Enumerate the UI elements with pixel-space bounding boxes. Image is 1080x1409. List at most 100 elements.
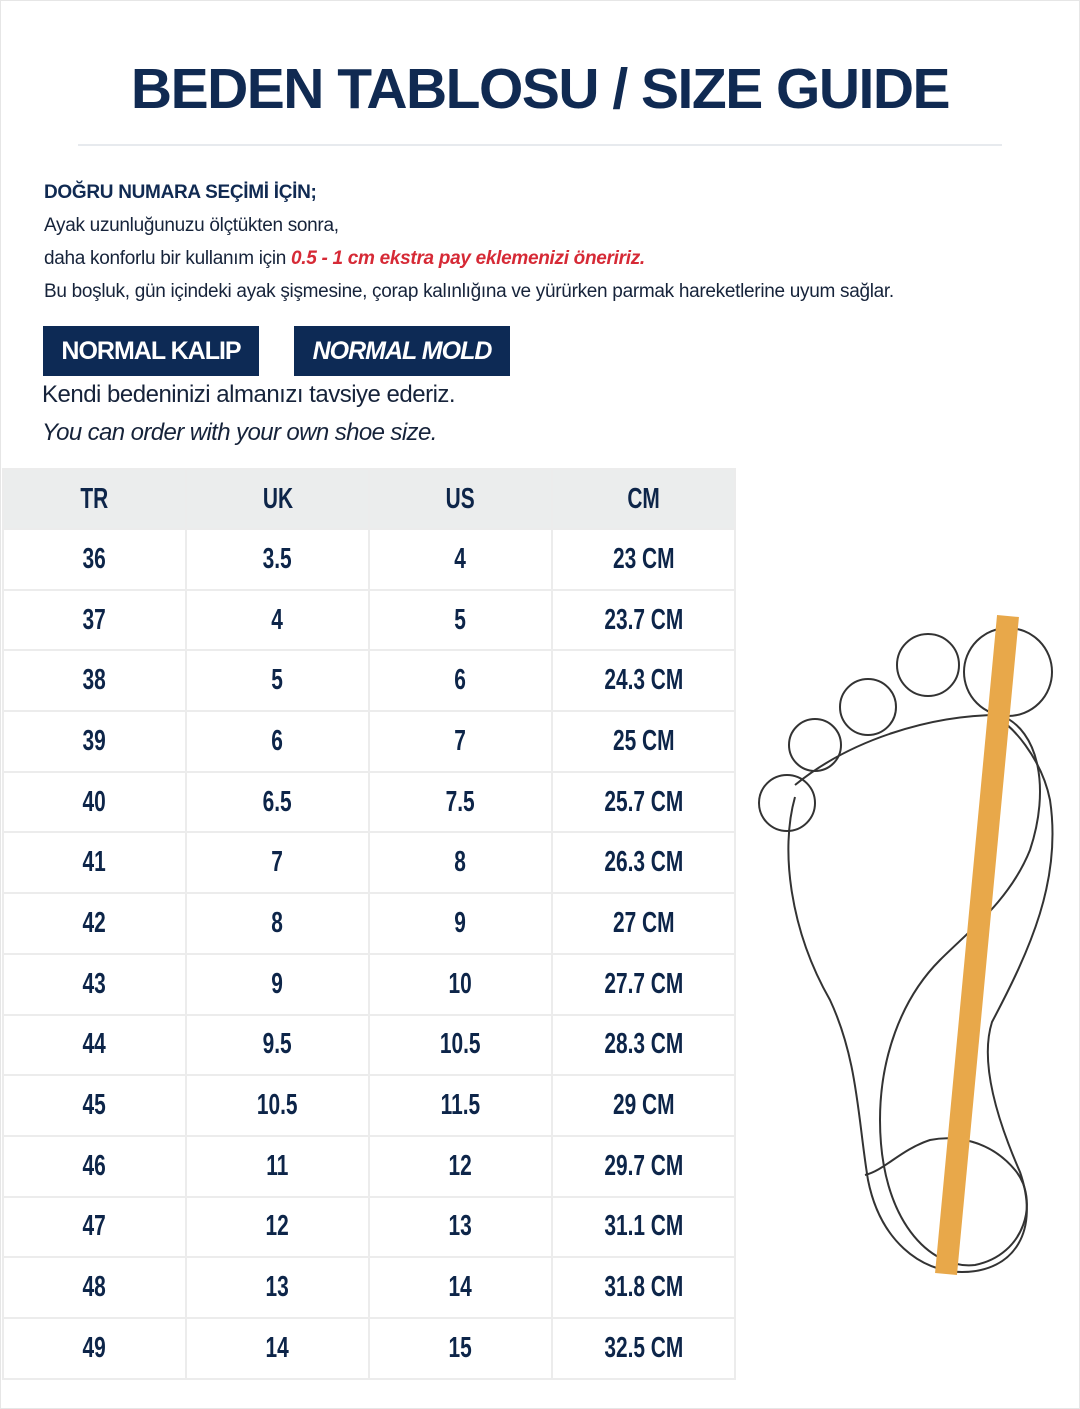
table-cell: 38 <box>2 649 187 713</box>
table-cell: 23.7 CM <box>551 588 736 652</box>
table-cell: 31.8 CM <box>551 1256 736 1319</box>
table-cell: 24.3 CM <box>551 649 736 713</box>
intro-text: DOĞRU NUMARA SEÇİMİ İÇİN; Ayak uzunluğun… <box>44 176 894 308</box>
header-label: CM <box>627 482 660 515</box>
table-cell: 15 <box>368 1316 553 1380</box>
cell-value: 9 <box>271 967 284 1000</box>
cell-value: 26.3 CM <box>604 846 683 879</box>
toe-3 <box>839 678 897 736</box>
table-cell: 13 <box>185 1256 370 1319</box>
table-row: 43 9 10 27.7 CM <box>2 952 736 1016</box>
cell-value: 13 <box>265 1271 290 1304</box>
cell-value: 15 <box>448 1331 473 1364</box>
table-cell: 45 <box>2 1074 187 1137</box>
table-row: 49 14 15 32.5 CM <box>2 1316 736 1380</box>
table-cell: 39 <box>2 710 187 773</box>
table-cell: 13 <box>368 1195 553 1259</box>
size-table: TR UK US CM 36 3.5 4 23 CM 37 4 5 23.7 CM 38 5 6 24.3 … <box>2 468 736 1380</box>
foot-outline <box>787 713 1054 1274</box>
toe-2 <box>896 633 960 697</box>
cell-value: 27.7 CM <box>604 967 683 1000</box>
table-cell: 7 <box>368 710 553 773</box>
cell-value: 6.5 <box>262 785 293 818</box>
cell-value: 47 <box>82 1210 107 1243</box>
badge-normal-mold: NORMAL MOLD <box>294 326 510 376</box>
table-cell: 9 <box>368 892 553 955</box>
cell-value: 25 CM <box>612 724 675 757</box>
cell-value: 24.3 CM <box>604 664 683 697</box>
table-cell: 7.5 <box>368 770 553 834</box>
table-row: 48 13 14 31.8 CM <box>2 1256 736 1319</box>
cell-value: 12 <box>448 1149 473 1182</box>
cell-value: 11 <box>266 1149 289 1182</box>
table-row: 47 12 13 31.1 CM <box>2 1195 736 1259</box>
table-cell: 10.5 <box>368 1013 553 1077</box>
recommendation-tr: Kendi bedeninizi almanızı tavsiye ederiz… <box>42 381 456 408</box>
cell-value: 6 <box>454 664 467 697</box>
recommendation-en: You can order with your own shoe size. <box>42 419 437 446</box>
table-cell: 9 <box>185 952 370 1016</box>
intro-highlight: 0.5 - 1 cm ekstra pay eklemenizi öneriri… <box>291 248 645 269</box>
table-cell: 5 <box>185 649 370 713</box>
cell-value: 10.5 <box>257 1089 298 1122</box>
intro-line2-prefix: daha konforlu bir kullanım için <box>44 248 292 269</box>
intro-heading: DOĞRU NUMARA SEÇİMİ İÇİN; <box>44 182 317 203</box>
table-cell: 27 CM <box>551 892 736 955</box>
table-row: 36 3.5 4 23 CM <box>2 528 736 591</box>
table-cell: 41 <box>2 831 187 895</box>
table-cell: 26.3 CM <box>551 831 736 895</box>
cell-value: 40 <box>82 785 107 818</box>
cell-value: 10 <box>448 967 473 1000</box>
cell-value: 29.7 CM <box>604 1149 683 1182</box>
cell-value: 31.8 CM <box>604 1271 683 1304</box>
cell-value: 4 <box>271 603 284 636</box>
header-label: US <box>445 482 475 515</box>
table-cell: 49 <box>2 1316 187 1380</box>
table-cell: 31.1 CM <box>551 1195 736 1259</box>
intro-line1: Ayak uzunluğunuzu ölçtükten sonra, <box>44 215 339 236</box>
table-cell: 44 <box>2 1013 187 1077</box>
cell-value: 23 CM <box>612 542 675 575</box>
column-header-tr: TR <box>2 468 187 530</box>
table-row: 45 10.5 11.5 29 CM <box>2 1074 736 1137</box>
table-cell: 3.5 <box>185 528 370 591</box>
table-row: 44 9.5 10.5 28.3 CM <box>2 1013 736 1077</box>
cell-value: 10.5 <box>440 1028 481 1061</box>
cell-value: 46 <box>82 1149 107 1182</box>
cell-value: 36 <box>82 542 107 575</box>
cell-value: 23.7 CM <box>604 603 683 636</box>
divider <box>78 144 1002 146</box>
cell-value: 11.5 <box>440 1089 481 1122</box>
cell-value: 6 <box>271 724 284 757</box>
table-cell: 12 <box>185 1195 370 1259</box>
table-cell: 25.7 CM <box>551 770 736 834</box>
table-cell: 23 CM <box>551 528 736 591</box>
badge-normal-kalip: NORMAL KALIP <box>43 326 259 376</box>
cell-value: 29 CM <box>612 1089 675 1122</box>
header-label: UK <box>262 482 293 515</box>
cell-value: 27 CM <box>612 906 675 939</box>
table-cell: 6 <box>368 649 553 713</box>
cell-value: 12 <box>265 1210 290 1243</box>
table-cell: 14 <box>185 1316 370 1380</box>
table-row: 40 6.5 7.5 25.7 CM <box>2 770 736 834</box>
toe-4 <box>788 718 842 772</box>
cell-value: 32.5 CM <box>604 1331 683 1364</box>
table-cell: 8 <box>368 831 553 895</box>
cell-value: 4 <box>454 542 467 575</box>
cell-value: 44 <box>82 1028 107 1061</box>
intro-line3: Bu boşluk, gün içindeki ayak şişmesine, … <box>44 281 894 302</box>
table-cell: 9.5 <box>185 1013 370 1077</box>
column-header-cm: CM <box>551 468 736 530</box>
cell-value: 31.1 CM <box>604 1210 683 1243</box>
table-cell: 4 <box>185 588 370 652</box>
table-row: 41 7 8 26.3 CM <box>2 831 736 895</box>
table-header-row: TR UK US CM <box>2 468 736 530</box>
table-cell: 29 CM <box>551 1074 736 1137</box>
cell-value: 8 <box>454 846 467 879</box>
cell-value: 9.5 <box>262 1028 293 1061</box>
cell-value: 9 <box>454 906 467 939</box>
table-cell: 46 <box>2 1134 187 1198</box>
table-cell: 11.5 <box>368 1074 553 1137</box>
table-cell: 25 CM <box>551 710 736 773</box>
